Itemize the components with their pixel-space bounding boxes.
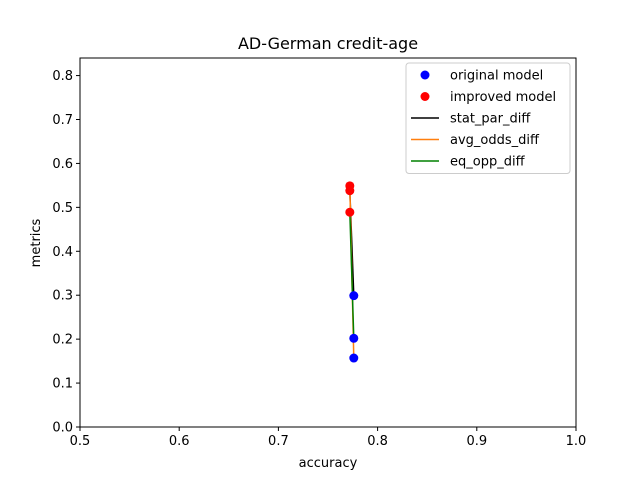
x-tick-label: 0.6 [169, 434, 190, 449]
y-tick-label: 0.6 [52, 157, 73, 172]
y-tick-label: 0.5 [52, 201, 73, 216]
chart-title: AD-German credit-age [238, 34, 418, 53]
improved-model-point [345, 181, 355, 191]
x-tick-label: 0.9 [466, 434, 487, 449]
y-tick-label: 0.8 [52, 69, 73, 84]
original-model-point [349, 291, 359, 301]
legend-label: original model [450, 69, 543, 84]
series-line-eq-opp-diff [349, 212, 355, 339]
y-tick-label: 0.2 [52, 333, 73, 348]
x-tick-label: 0.5 [70, 434, 91, 449]
x-tick-label: 0.7 [268, 434, 289, 449]
y-tick-label: 0.1 [52, 377, 73, 392]
x-axis-title: accuracy [299, 456, 358, 471]
x-tick-label: 0.8 [367, 434, 388, 449]
original-model-point [349, 333, 359, 343]
legend-label: eq_opp_diff [450, 155, 526, 170]
legend-marker-improved-model [420, 92, 430, 101]
y-axis-title: metrics [29, 218, 44, 267]
y-tick-label: 0.4 [52, 245, 73, 260]
legend: original model improved model stat_par_dif… [405, 62, 571, 174]
y-tick-label: 0.0 [52, 421, 73, 436]
y-tick-label: 0.3 [52, 289, 73, 304]
plot-area: 0.5 0.6 0.7 0.8 0.9 1.0 0.0 0.1 0.2 0.3 0.4 0.5 0.6 0… [52, 57, 587, 449]
original-model-point [349, 353, 359, 363]
legend-label: improved model [450, 90, 556, 105]
legend-label: stat_par_diff [450, 112, 531, 127]
improved-model-point [345, 207, 355, 217]
legend-label: avg_odds_diff [450, 133, 540, 148]
legend-box [405, 62, 571, 174]
x-tick-label: 1.0 [566, 434, 587, 449]
axes-frame [79, 57, 577, 428]
y-tick-label: 0.7 [52, 113, 73, 128]
legend-marker-original-model [420, 70, 430, 80]
